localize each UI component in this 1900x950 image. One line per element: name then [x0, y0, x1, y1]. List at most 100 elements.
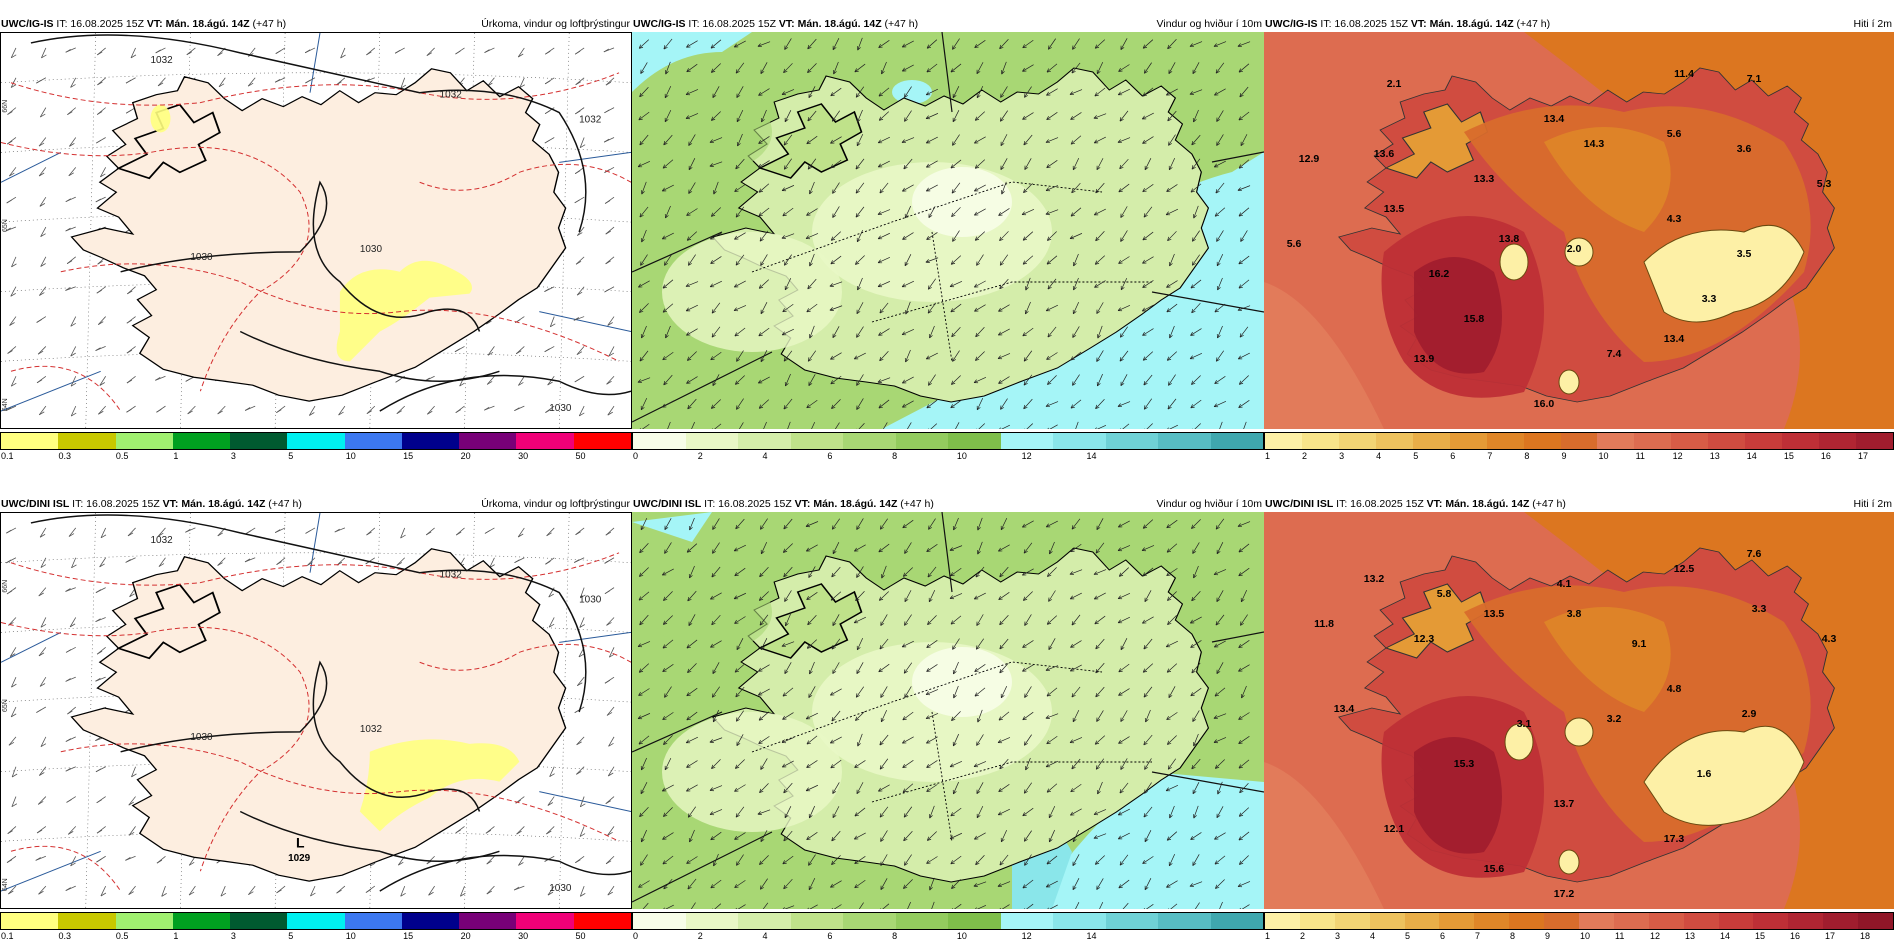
temperature-label: 3.3 — [1752, 603, 1767, 615]
temp-colorbar — [1264, 432, 1894, 450]
temperature-label: 13.5 — [1384, 203, 1405, 215]
valid-time: VT: Mán. 18.ágú. 14Z — [778, 18, 882, 30]
colorbar-tick-label: 16 — [1820, 451, 1831, 461]
temperature-label: 3.2 — [1607, 713, 1622, 725]
init-time: IT: 16.08.2025 15Z — [1336, 498, 1424, 510]
colorbar-swatch — [58, 433, 116, 449]
temperature-label: 13.2 — [1364, 573, 1385, 585]
colorbar-swatch — [287, 913, 345, 929]
colorbar-swatch — [1053, 913, 1106, 929]
colorbar-swatch — [1819, 433, 1856, 449]
colorbar-swatch — [1053, 433, 1106, 449]
isobar-label: 1032 — [360, 724, 383, 735]
valid-time: VT: Mán. 18.ágú. 14Z — [794, 498, 898, 510]
colorbar-tick-label: 4 — [762, 451, 768, 461]
glaciers — [1504, 717, 1805, 875]
colorbar-tick-label: 10 — [1598, 451, 1609, 461]
temp-colorbar-ticks: 1 2 3 4 5 6 7 8 9 10 11 12 13 14 15 16 17 18 — [1264, 930, 1894, 942]
colorbar-swatch — [948, 433, 1001, 449]
lead-time: (+47 h) — [268, 498, 302, 510]
temperature-label: 15.6 — [1484, 863, 1505, 875]
precip-colorbar-ticks: 0.1 0.3 0.5 1 3 5 10 15 20 30 50 — [0, 930, 632, 942]
colorbar-swatch — [1265, 913, 1300, 929]
colorbar-swatch — [1523, 433, 1561, 449]
colorbar-tick-label: 5 — [288, 451, 294, 461]
colorbar-swatch — [1782, 433, 1820, 449]
colorbar-tick-label: 14 — [1746, 451, 1757, 461]
colorbar-swatch — [401, 433, 460, 449]
colorbar-swatch — [516, 433, 574, 449]
colorbar-tick-label: 0.3 — [58, 931, 71, 941]
temperature-label: 2.1 — [1387, 78, 1402, 90]
colorbar-swatch — [1560, 433, 1598, 449]
colorbar-swatch — [685, 913, 738, 929]
colorbar-swatch — [1486, 433, 1524, 449]
temp-map: 2.1 11.4 7.1 13.4 14.3 5.6 3.6 12.9 13.6 13.3 5.3 1… — [1264, 32, 1894, 429]
isobar-label: 1032 — [579, 115, 602, 126]
valid-time: VT: Mán. 18.ágú. 14Z — [146, 18, 250, 30]
temperature-label: 4.8 — [1667, 683, 1682, 695]
isobar-label: 1030 — [549, 883, 572, 894]
colorbar-swatch — [1000, 913, 1053, 929]
panel-header: UWC/DINI ISL IT: 16.08.2025 15Z VT: Mán.… — [632, 496, 1264, 512]
panel-title: Úrkoma, vindur og loftþrýstingur — [481, 498, 630, 510]
panel-header: UWC/DINI ISL IT: 16.08.2025 15Z VT: Mán.… — [0, 496, 632, 512]
colorbar-swatch — [115, 433, 173, 449]
isobar-label: 1032 — [151, 55, 174, 66]
init-time: IT: 16.08.2025 15Z — [1320, 18, 1408, 30]
colorbar-swatch — [230, 913, 288, 929]
temperature-label: 13.6 — [1374, 148, 1395, 160]
colorbar-swatch — [895, 433, 948, 449]
colorbar-tick-label: 50 — [575, 931, 586, 941]
model-name: UWC/DINI ISL — [1265, 498, 1334, 510]
colorbar-swatch — [573, 913, 631, 929]
colorbar-tick-label: 8 — [892, 451, 898, 461]
colorbar-tick-label: 17 — [1825, 931, 1836, 941]
panel-title: Hiti í 2m — [1853, 18, 1892, 30]
temp-panel-row1: UWC/DINI ISL IT: 16.08.2025 15Z VT: Mán.… — [1264, 496, 1900, 944]
model-name: UWC/DINI ISL — [1, 498, 70, 510]
panel-header: UWC/IG-IS IT: 16.08.2025 15Z VT: Mán. 18… — [632, 16, 1264, 32]
colorbar-tick-label: 11 — [1635, 451, 1645, 461]
colorbar-swatch — [1, 913, 59, 929]
precip-panel-row0: UWC/IG-IS IT: 16.08.2025 15Z VT: Mán. 18… — [0, 16, 632, 464]
isobars — [30, 34, 631, 412]
lead-time: (+47 h) — [900, 498, 934, 510]
colorbar-swatch — [948, 913, 1001, 929]
temp-map: 7.6 12.5 13.2 5.8 4.1 3.3 11.8 13.5 3.8 12.3 9.1 4.… — [1264, 512, 1894, 909]
temperature-label: 2.0 — [1567, 243, 1582, 255]
isobar-label: 1030 — [549, 403, 572, 414]
colorbar-swatch — [1105, 913, 1158, 929]
colorbar-tick-label: 3 — [230, 931, 236, 941]
temperature-label: 17.3 — [1664, 833, 1685, 845]
colorbar-tick-label: 10 — [956, 931, 967, 941]
colorbar-swatch — [1579, 913, 1614, 929]
colorbar-tick-label: 2 — [697, 451, 703, 461]
temperature-label: 4.3 — [1822, 633, 1837, 645]
colorbar-swatch — [843, 913, 896, 929]
lead-time: (+47 h) — [884, 18, 919, 30]
isobars — [30, 514, 631, 892]
latitude-label: 65N — [2, 699, 9, 712]
temperature-label: 4.3 — [1667, 213, 1682, 225]
colorbar-swatch — [1683, 913, 1719, 929]
latitude-label: 66N — [2, 100, 9, 113]
colorbar-swatch — [1412, 433, 1450, 449]
wind-colorbar — [632, 432, 1264, 450]
wind-map — [632, 32, 1264, 429]
temperature-label: 3.6 — [1737, 143, 1752, 155]
colorbar-tick-label: 20 — [460, 931, 471, 941]
colorbar-swatch — [1158, 913, 1211, 929]
wind-colorbar-ticks: 0 2 4 6 8 10 12 14 — [632, 450, 1264, 462]
temperature-label: 12.5 — [1674, 563, 1695, 575]
temp-colorbar — [1264, 912, 1894, 930]
colorbar-tick-label: 10 — [345, 451, 356, 461]
colorbar-swatch — [685, 433, 738, 449]
temperature-label: 13.7 — [1554, 798, 1575, 810]
isobar-label: 1032 — [440, 570, 463, 581]
colorbar-tick-label: 0.1 — [1, 931, 14, 941]
colorbar-swatch — [1788, 913, 1824, 929]
colorbar-swatch — [1474, 913, 1510, 929]
colorbar-tick-label: 5 — [1405, 931, 1411, 941]
colorbar-swatch — [1265, 433, 1302, 449]
